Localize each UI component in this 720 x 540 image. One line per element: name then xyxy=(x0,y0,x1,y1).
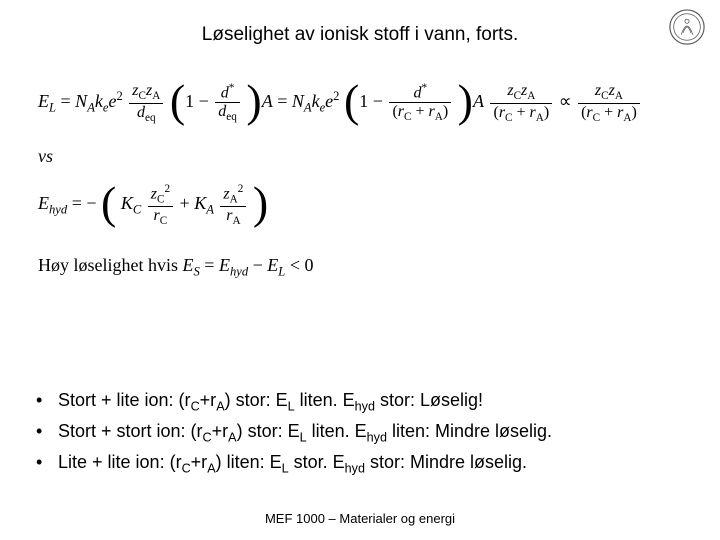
slide-title: Løselighet av ionisk stoff i vann, forts… xyxy=(32,24,688,46)
equation-lattice-energy: EL = NAkee2 zCzA deq (1 − d* deq )A = NA… xyxy=(38,82,688,124)
bullet-item: • Stort + lite ion: (rC+rA) stor: EL lit… xyxy=(36,387,684,416)
bullet-item: • Lite + lite ion: (rC+rA) liten: EL sto… xyxy=(36,449,684,478)
bullet-marker: • xyxy=(36,387,58,413)
slide-footer: MEF 1000 – Materialer og energi xyxy=(0,511,720,526)
bullet-text: Stort + lite ion: (rC+rA) stor: EL liten… xyxy=(58,387,483,416)
bullet-item: • Stort + stort ion: (rC+rA) stor: EL li… xyxy=(36,418,684,447)
bullet-text: Lite + lite ion: (rC+rA) liten: EL stor.… xyxy=(58,449,527,478)
university-seal-logo xyxy=(668,8,706,46)
bullet-marker: • xyxy=(36,449,58,475)
vs-label: vs xyxy=(38,146,688,167)
solubility-condition: Høy løselighet hvis ES = Ehyd − EL < 0 xyxy=(38,255,688,280)
bullet-list: • Stort + lite ion: (rC+rA) stor: EL lit… xyxy=(36,387,684,480)
equation-hydration-energy: Ehyd = − ( KC zC2 rC + KA zA2 rA ) xyxy=(38,183,688,227)
bullet-marker: • xyxy=(36,418,58,444)
bullet-text: Stort + stort ion: (rC+rA) stor: EL lite… xyxy=(58,418,552,447)
